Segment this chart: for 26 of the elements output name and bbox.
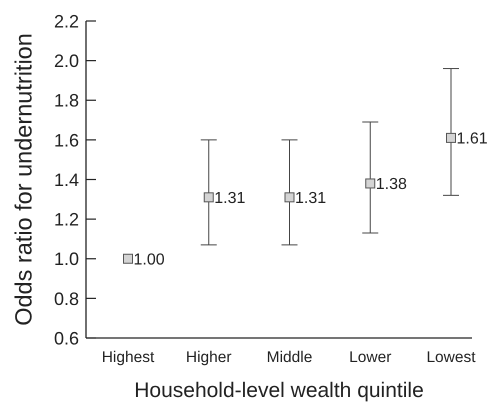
data-label: 1.61 <box>456 130 488 148</box>
data-label: 1.38 <box>376 176 407 194</box>
y-axis-title: Odds ratio for undernutrition <box>10 33 36 326</box>
y-tick-label: 0.8 <box>54 288 79 309</box>
y-tick-label: 1.2 <box>54 210 79 230</box>
data-label: 1.31 <box>295 190 326 208</box>
y-tick-label: 1.4 <box>54 170 79 190</box>
x-tick-label: Lowest <box>426 349 476 366</box>
point <box>284 192 294 202</box>
data-label: 1.31 <box>214 190 246 208</box>
point <box>204 192 214 202</box>
x-axis-title: Household-level wealth quintile <box>134 379 424 402</box>
y-tick-label: 0.6 <box>54 328 79 348</box>
data-label: 1.00 <box>134 252 165 269</box>
x-tick-label: Higher <box>186 349 232 366</box>
x-tick-label: Highest <box>102 349 155 366</box>
x-tick-label: Middle <box>266 349 312 366</box>
y-tick-label: 1.0 <box>54 249 79 270</box>
x-tick-label: Lower <box>349 349 392 366</box>
point <box>446 132 456 143</box>
point <box>365 178 376 188</box>
y-tick-label: 2.2 <box>54 11 79 32</box>
point <box>123 254 133 264</box>
y-tick-label: 1.6 <box>54 130 79 150</box>
y-tick-label: 2.0 <box>54 51 79 72</box>
y-tick-label: 1.8 <box>54 90 79 111</box>
